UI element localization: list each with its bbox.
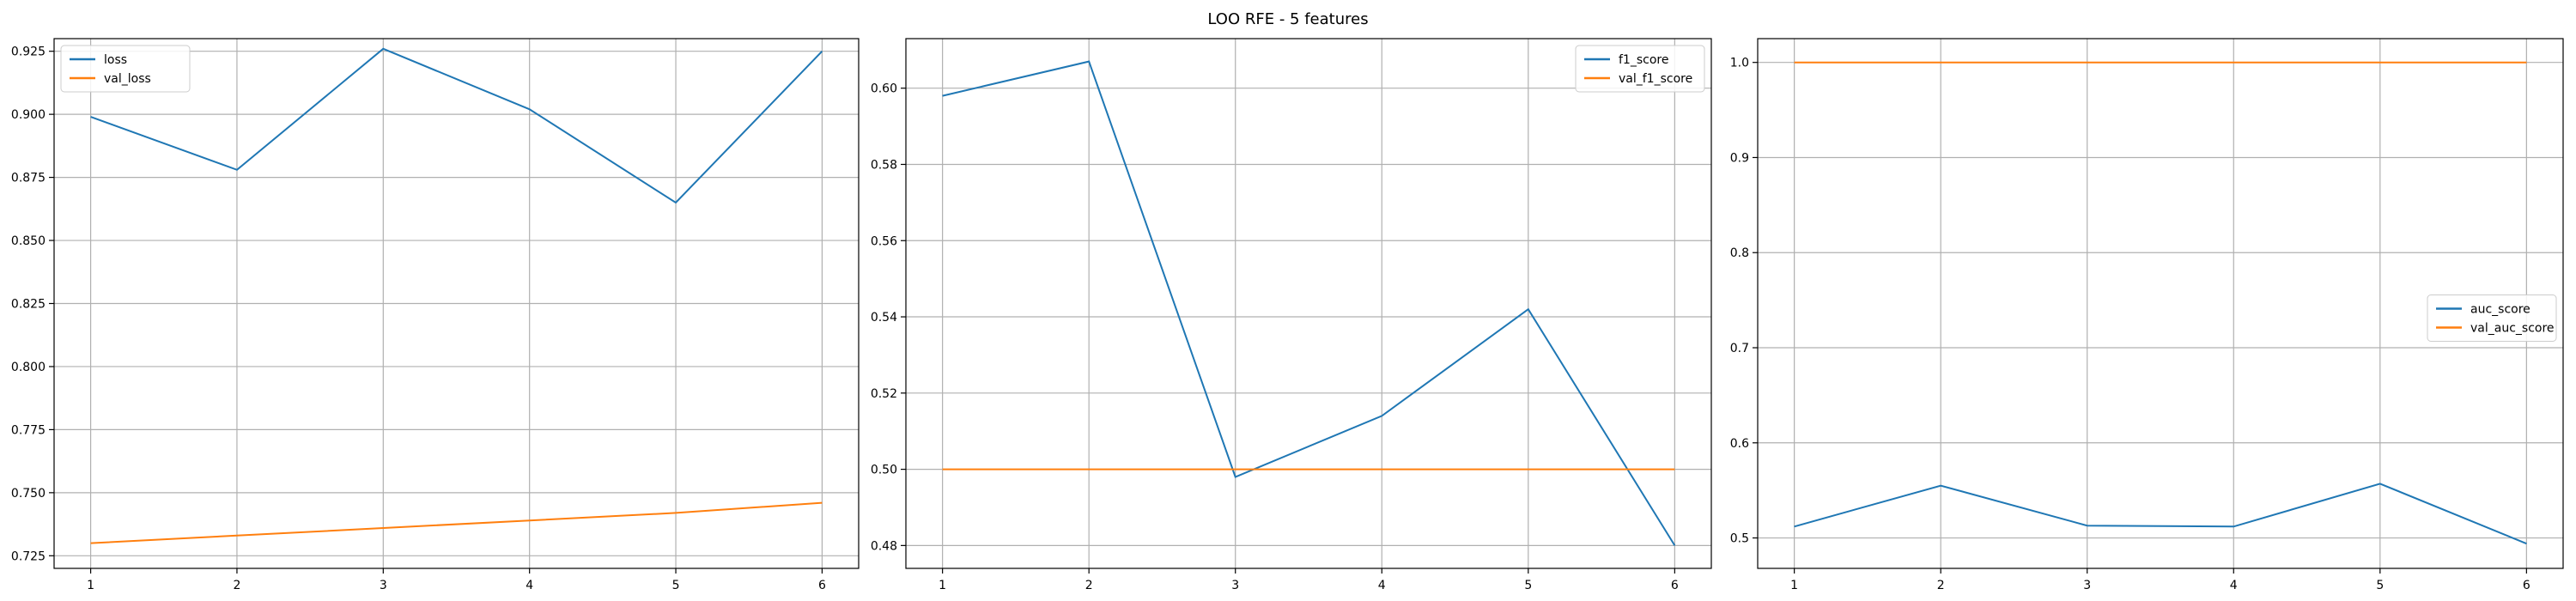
y-tick-label: 0.9 [1730,151,1749,165]
y-tick-label: 0.52 [871,387,897,401]
series-line-f1_score [942,60,1676,546]
subplot-1: 1 2 3 4 5 6 0.725 0.750 0.775 0.800 0.825 0.850 0.87… [11,38,860,592]
x-tick-label: 3 [380,579,387,592]
x-tick-label: 1 [1790,579,1798,592]
x-tick-label: 2 [1085,579,1093,592]
legend: f1_score val_f1_score [1575,45,1705,93]
y-tick-label: 0.5 [1730,532,1749,546]
y-tick-label: 0.48 [871,539,897,553]
y-tick-label: 0.725 [11,549,46,563]
x-tick-label: 2 [233,579,240,592]
x-tick-label: 3 [1231,579,1239,592]
legend-label: auc_score [2470,303,2530,317]
legend-label: f1_score [1619,53,1668,67]
legend-label: val_f1_score [1619,72,1692,86]
y-tick-label: 0.50 [871,464,897,477]
x-tick-label: 5 [672,579,680,592]
legend-label: val_loss [104,72,151,86]
x-tick-label: 4 [1378,579,1386,592]
y-tick-label: 0.775 [11,423,46,437]
series-line-val_loss [90,501,823,544]
subplot-3: 1 2 3 4 5 6 0.5 0.6 0.7 0.8 0.9 1.0 auc_score val_auc… [1730,38,2564,592]
y-tick-label: 0.58 [871,158,897,172]
y-tick-label: 0.7 [1730,342,1749,355]
y-tick-label: 0.8 [1730,246,1749,260]
x-tick-label: 6 [1671,579,1679,592]
x-tick-label: 3 [2083,579,2091,592]
y-tick-label: 0.60 [871,82,897,96]
y-tick-label: 0.54 [871,311,897,325]
y-tick-label: 0.850 [11,234,46,248]
legend-box [1575,45,1705,93]
x-tick-label: 2 [1937,579,1945,592]
x-tick-label: 4 [526,579,533,592]
subplots: 1 2 3 4 5 60.7250.7500.7750.8000.8250.8500.87… [11,38,2564,592]
y-tick-label: 0.925 [11,46,46,59]
y-tick-label: 0.875 [11,172,46,185]
x-tick-label: 5 [1524,579,1532,592]
legend-label: val_auc_score [2470,322,2555,336]
axes-frame [53,38,860,569]
axes-frame [1757,38,2564,569]
x-tick-label: 1 [87,579,94,592]
x-tick-label: 4 [2230,579,2238,592]
legend: auc_score val_auc_score [2427,294,2557,342]
y-tick-label: 0.900 [11,108,46,122]
y-tick-label: 0.750 [11,487,46,501]
y-tick-label: 1.0 [1730,57,1749,70]
y-tick-label: 0.6 [1730,437,1749,451]
axes-frame [905,38,1712,569]
x-tick-label: 6 [818,579,826,592]
y-tick-label: 0.56 [871,234,897,248]
figure-title: LOO RFE - 5 features [1207,10,1368,28]
y-tick-label: 0.825 [11,298,46,312]
x-tick-label: 5 [2376,579,2384,592]
legend-box [60,45,191,93]
series-line-loss [90,47,823,204]
series-line-auc_score [1794,483,2527,545]
x-tick-label: 1 [939,579,946,592]
legend-label: loss [104,53,127,67]
subplot-2: 1 2 3 4 5 6 0.48 0.50 0.52 0.54 0.56 0.58 0.60 f1_sco… [871,38,1712,592]
legend: loss val_loss [60,45,191,93]
legend-box [2427,294,2557,342]
y-tick-label: 0.800 [11,361,46,374]
x-tick-label: 6 [2523,579,2530,592]
